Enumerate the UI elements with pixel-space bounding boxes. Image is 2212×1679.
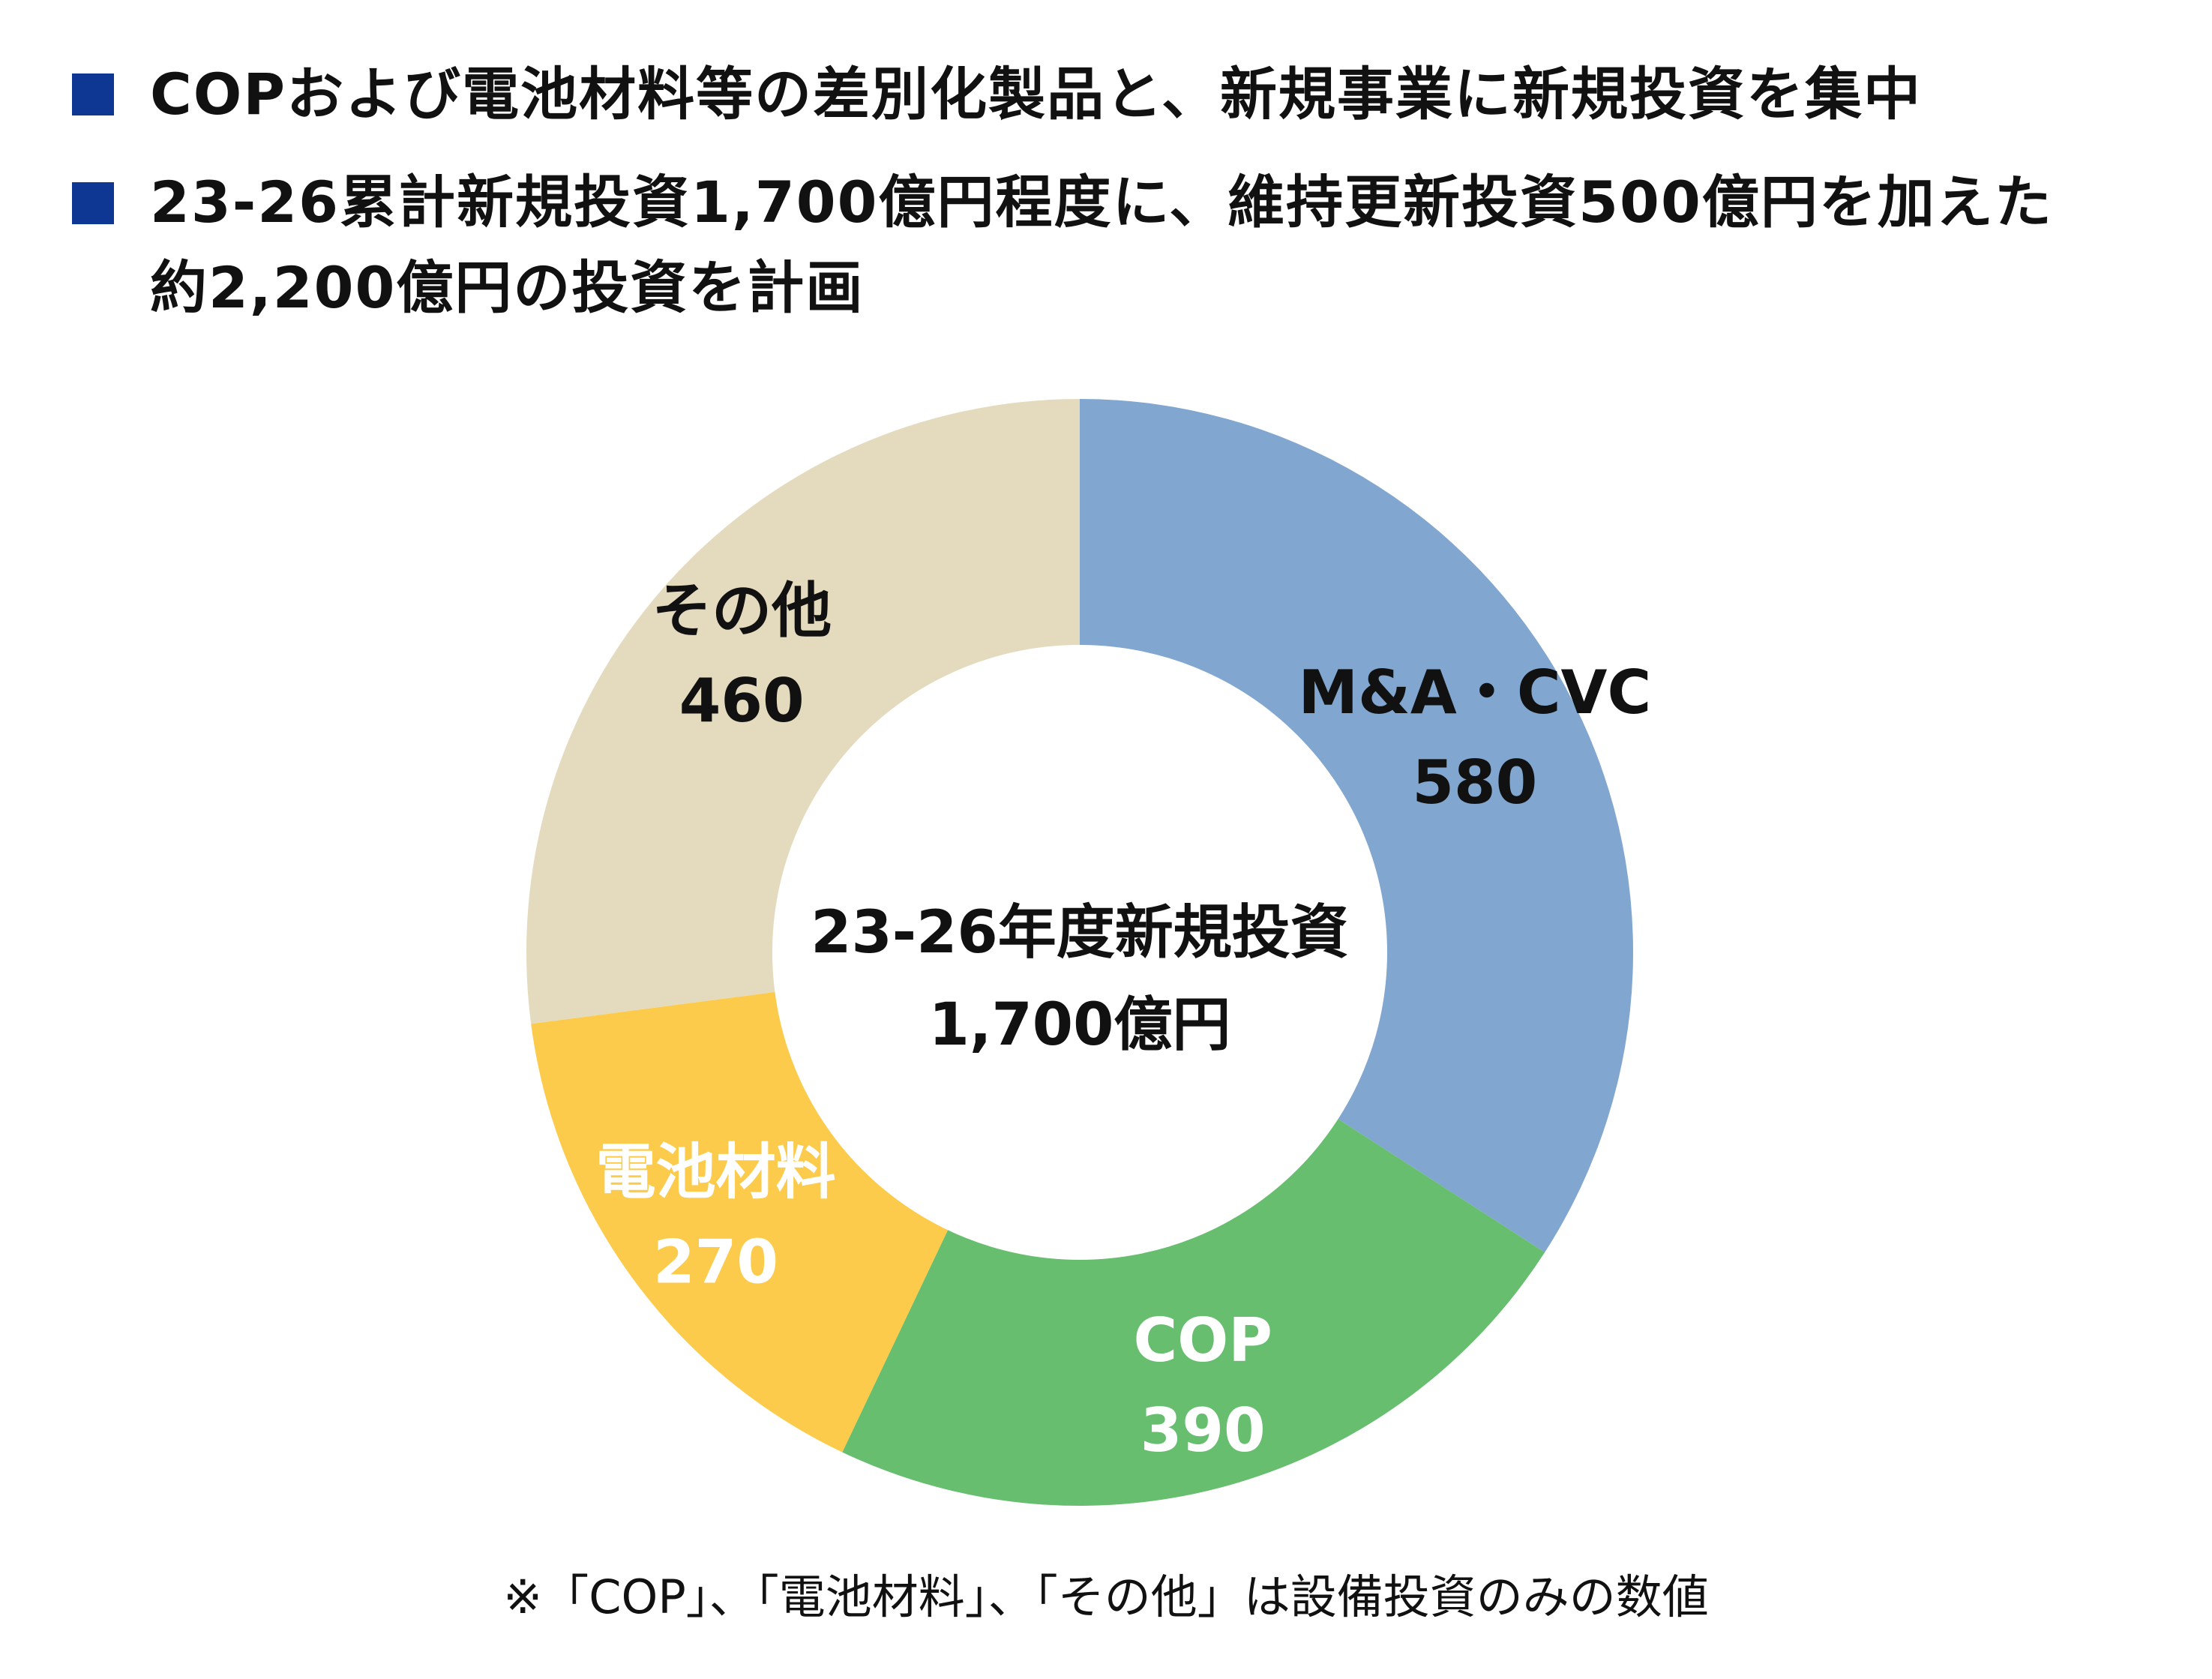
slice-1-value: 390 [1140, 1396, 1266, 1465]
slice-2-value: 270 [653, 1228, 778, 1297]
bullet-text-1: COPおよび電池材料等の差別化製品と、新規事業に新規投資を集中 [150, 61, 1923, 127]
bullet-square-2 [72, 182, 114, 224]
center-label-total: 1,700億円 [929, 991, 1231, 1059]
donut-center-hole [772, 645, 1387, 1260]
slice-3-value: 460 [679, 666, 805, 736]
slice-1-name: COP [1134, 1306, 1272, 1375]
bullet-square-1 [72, 73, 114, 115]
slice-0-name: M&A・CVC [1299, 658, 1652, 727]
slice-0-value: 580 [1412, 748, 1537, 817]
slice-labels: M&A・CVC 580 COP 390 電池材料 270 その他 460 [596, 576, 1652, 1465]
slice-2-name: 電池材料 [596, 1138, 836, 1207]
bullet-text-2-line-2: 約2,200億円の投資を計画 [150, 254, 865, 321]
bullet-text-2-line-1: 23-26累計新規投資1,700億円程度に、維持更新投資500億円を加えた [150, 169, 2053, 235]
slice-3-name: その他 [652, 576, 832, 646]
footnote: ※「COP」、「電池材料」、「その他」は設備投資のみの数値 [503, 1570, 1709, 1624]
center-label-title: 23-26年度新規投資 [811, 899, 1348, 967]
